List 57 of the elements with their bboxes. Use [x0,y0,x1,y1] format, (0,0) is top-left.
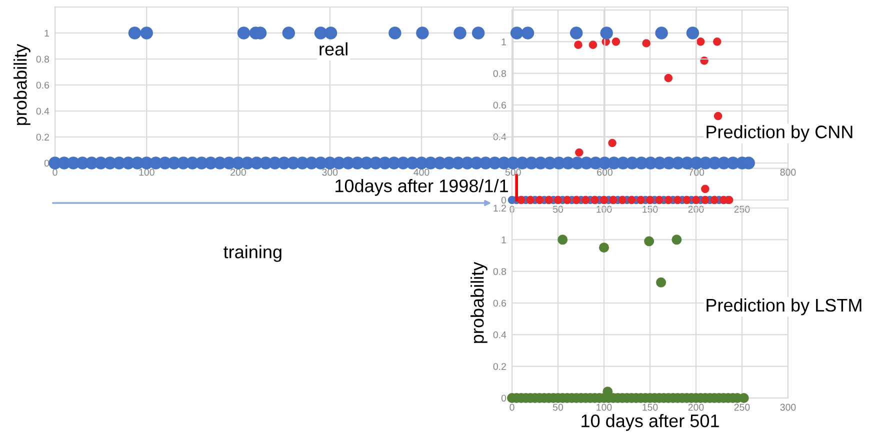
point [672,234,682,245]
y-tick-label: 0.4 [493,331,506,338]
x-tick-label: 100 [139,168,154,176]
x-tick-label: 300 [780,404,796,411]
x-tick-label: 100 [596,404,612,411]
point [644,236,654,246]
y-tick-label: 0.6 [493,300,506,307]
point [598,242,610,253]
point [612,38,620,46]
point [714,112,722,120]
x-tick-label: 0 [52,168,58,176]
y-tick-label: 1.2 [494,204,506,212]
y-tick-label: 0.8 [493,268,506,275]
x-tick-label: 150 [642,404,658,411]
point [588,40,598,49]
point [642,39,650,48]
x-tick-label: 250 [734,404,750,411]
y-tick-label: 0.2 [493,363,506,370]
point [608,138,616,148]
x-tick-label: 700 [688,168,704,176]
annotation: Prediction by CNN [706,125,852,142]
annotation: real [320,42,348,56]
x-tick-label: 600 [597,168,612,176]
x-tick-label: 400 [414,168,430,176]
y-tick-label: 0.4 [36,108,50,115]
x-tick-label: 50 [552,404,564,411]
y-axis-title: probability [470,262,488,343]
x-tick-label: 500 [505,168,521,176]
y-tick-label: 0.6 [493,102,506,109]
x-axis-title: 10 days after 501 [582,414,719,431]
y-tick-label: 0.8 [493,70,506,77]
x-tick-label: 200 [688,404,704,411]
y-tick-label: 0 [44,160,50,167]
y-tick-label: 0.8 [36,56,50,63]
y-tick-label: 0.6 [36,82,50,89]
y-tick-label: 1 [44,30,49,37]
x-axis-title: 10days after 1998/1/1 [336,179,508,196]
point [664,74,673,82]
y-tick-label: 0 [501,196,506,204]
point [574,40,582,49]
x-tick-label: 300 [322,168,338,176]
annotation: Prediction by LSTM [706,298,862,316]
y-tick-label: 0.2 [36,134,49,141]
point [701,184,710,194]
x-tick-label: 200 [230,168,246,176]
x-tick-label: 0 [510,404,514,411]
point [575,148,584,157]
y-tick-label: 1 [502,38,506,46]
point [696,38,705,46]
point [713,38,722,46]
y-axis-title: probability [14,44,30,125]
y-tick-label: 1 [502,236,506,244]
y-tick-label: 0 [501,394,506,402]
point [558,234,568,245]
point [656,277,666,288]
x-tick-label: 800 [780,168,796,176]
text: training [224,245,282,262]
